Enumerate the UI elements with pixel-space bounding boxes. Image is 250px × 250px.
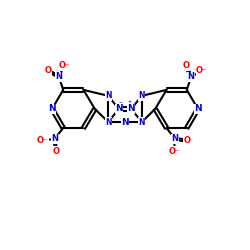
Text: N: N xyxy=(138,118,145,126)
Text: N: N xyxy=(138,91,145,100)
Text: N: N xyxy=(121,118,129,126)
Text: O: O xyxy=(182,61,190,70)
Text: N: N xyxy=(105,118,112,126)
Text: O⁻: O⁻ xyxy=(196,66,207,75)
Text: N: N xyxy=(56,72,62,82)
Text: N: N xyxy=(188,72,194,82)
Text: N: N xyxy=(194,104,202,114)
Text: O: O xyxy=(52,146,59,156)
Text: N: N xyxy=(51,134,58,143)
Text: O⁻: O⁻ xyxy=(168,146,180,156)
Text: ⁺: ⁺ xyxy=(128,99,132,108)
Text: ⁻: ⁻ xyxy=(118,99,122,108)
Text: N: N xyxy=(127,104,135,114)
Text: N: N xyxy=(172,134,178,143)
Text: N: N xyxy=(105,91,112,100)
Text: O: O xyxy=(45,66,52,75)
Text: O⁻: O⁻ xyxy=(37,136,48,145)
Text: N: N xyxy=(115,104,123,114)
Text: O: O xyxy=(184,136,190,145)
Text: N: N xyxy=(48,104,56,114)
Text: O⁻: O⁻ xyxy=(58,61,70,70)
